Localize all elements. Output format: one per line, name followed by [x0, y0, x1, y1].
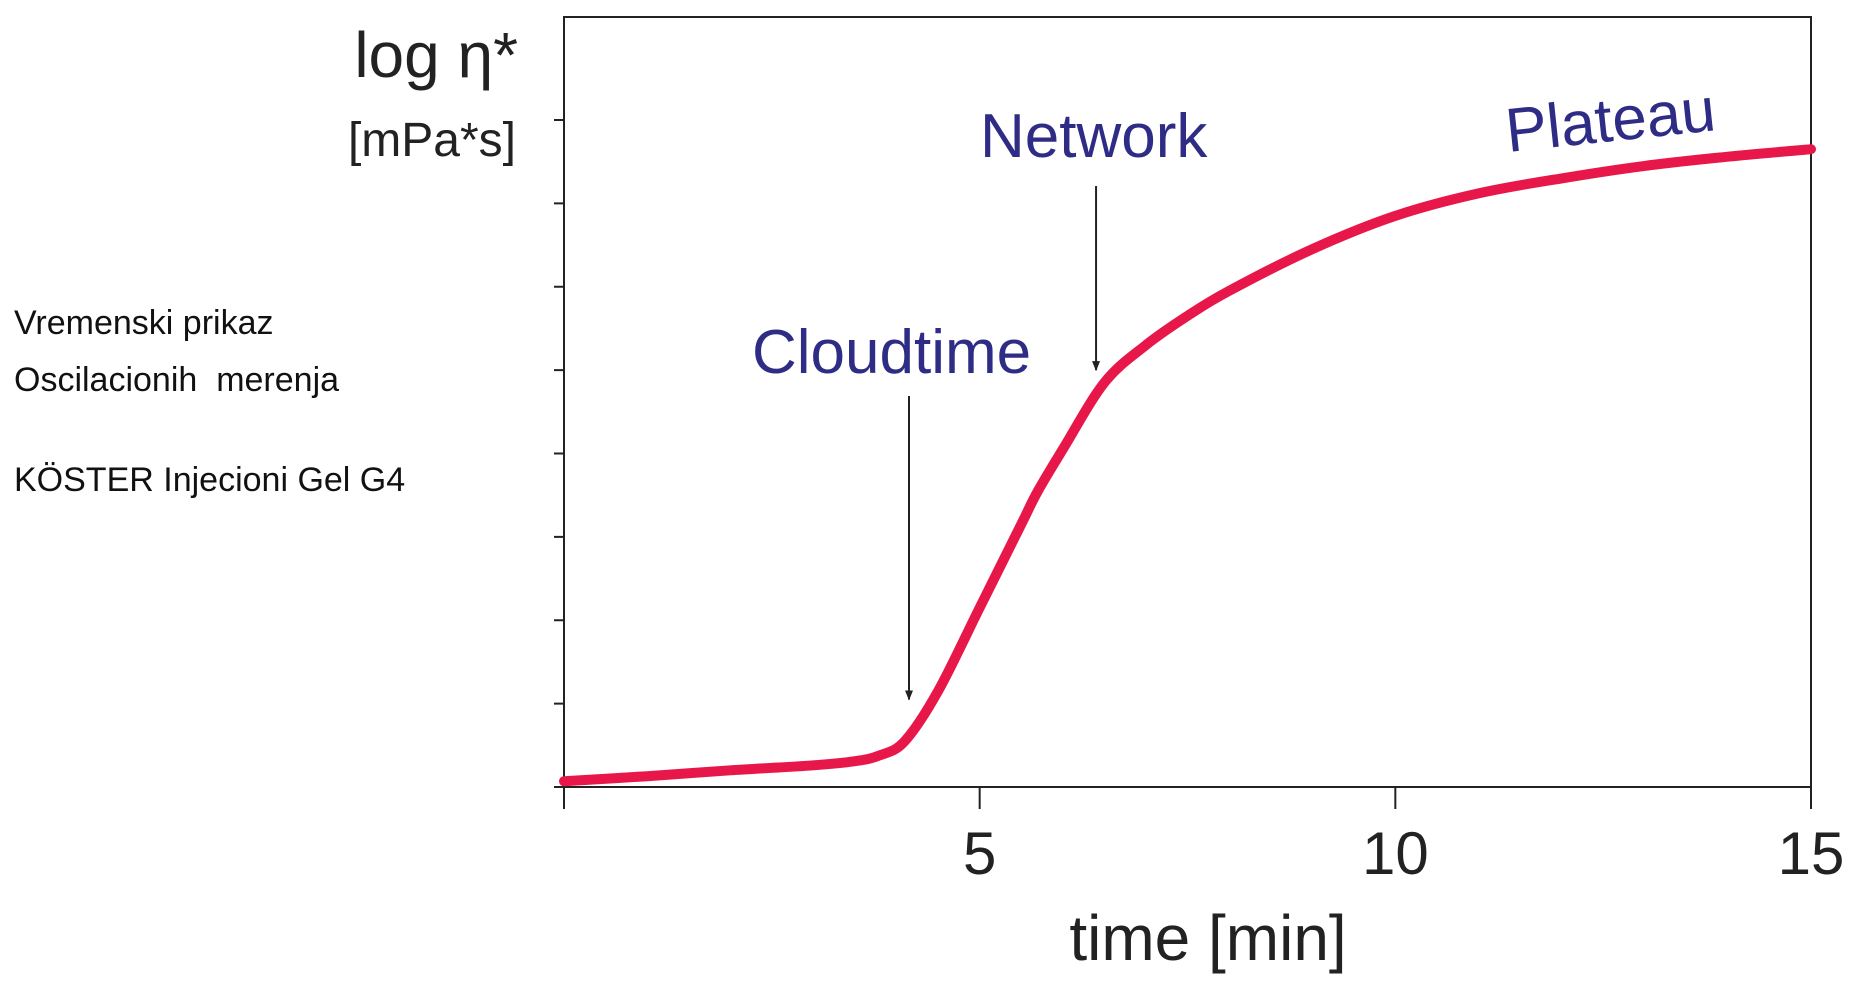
note-line-1: Vremenski prikaz — [14, 304, 274, 342]
y-ticks — [554, 119, 564, 788]
x-tick-label-1: 10 — [1362, 820, 1429, 887]
note-line-2: Oscilacionih merenja — [14, 361, 340, 399]
x-ticks: 5 10 15 — [563, 787, 1845, 887]
annotation-cloudtime: Cloudtime — [752, 318, 1031, 387]
plot-frame — [563, 16, 1812, 788]
x-axis-label: time [min] — [1069, 902, 1346, 974]
note-line-3: KÖSTER Injecioni Gel G4 — [14, 461, 406, 499]
x-tick-label-2: 15 — [1778, 820, 1845, 887]
y-axis-unit: [mPa*s] — [348, 114, 516, 167]
x-tick-label-0: 5 — [963, 820, 996, 887]
annotation-network: Network — [980, 102, 1208, 171]
y-axis-label: log η* — [354, 19, 518, 91]
series-line — [559, 144, 1816, 787]
annotation-plateau: Plateau — [1502, 75, 1718, 166]
